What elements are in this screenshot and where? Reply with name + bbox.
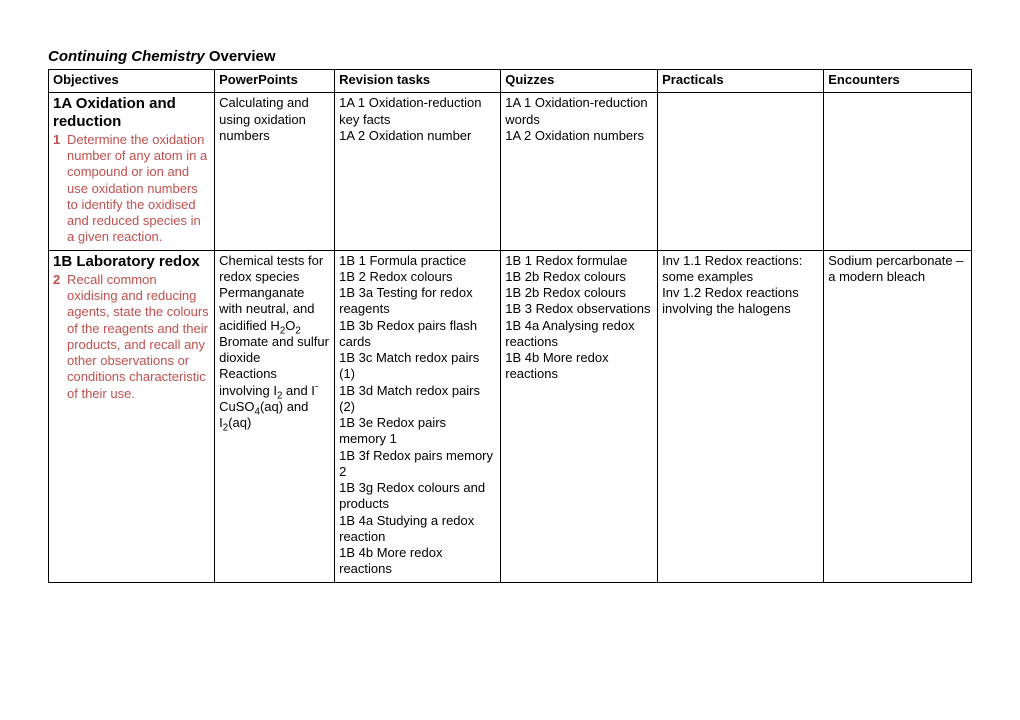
overview-table: ObjectivesPowerPointsRevision tasksQuizz… bbox=[48, 69, 972, 583]
objective-title: 1B Laboratory redox bbox=[53, 253, 210, 270]
list-item: 1B 3c Match redox pairs (1) bbox=[339, 350, 496, 383]
list-item: 1B 1 Redox formulae bbox=[505, 253, 653, 269]
list-item: 1B 3e Redox pairs memory 1 bbox=[339, 415, 496, 448]
list-item: 1B 4a Analysing redox reactions bbox=[505, 318, 653, 351]
list-item: 1A 1 Oxidation-reduction key facts bbox=[339, 95, 496, 128]
list-item: 1B 3 Redox observations bbox=[505, 301, 653, 317]
quizzes-cell: 1B 1 Redox formulae1B 2b Redox colours1B… bbox=[501, 250, 658, 582]
list-item: Inv 1.2 Redox reactions involving the ha… bbox=[662, 285, 819, 318]
header-quizzes: Quizzes bbox=[501, 70, 658, 93]
objectives-cell: 1A Oxidation and reduction 1Determine the… bbox=[49, 93, 215, 250]
header-row: ObjectivesPowerPointsRevision tasksQuizz… bbox=[49, 70, 972, 93]
list-item: Chemical tests for redox species bbox=[219, 253, 330, 286]
encounters-cell bbox=[824, 93, 972, 250]
practicals-cell bbox=[658, 93, 824, 250]
page-title: Continuing Chemistry Overview bbox=[48, 48, 972, 65]
objective-text: Recall common oxidising and reducing age… bbox=[67, 272, 210, 402]
list-item: 1B 4b More redox reactions bbox=[339, 545, 496, 578]
list-item: 1B 3a Testing for redox reagents bbox=[339, 285, 496, 318]
practicals-cell: Inv 1.1 Redox reactions: some examplesIn… bbox=[658, 250, 824, 582]
powerpoints-cell: Calculating and using oxidation numbers bbox=[215, 93, 335, 250]
list-item: Bromate and sulfur dioxide bbox=[219, 334, 330, 367]
objectives-cell: 1B Laboratory redox 2Recall common oxidis… bbox=[49, 250, 215, 582]
list-item: 1B 4a Studying a redox reaction bbox=[339, 513, 496, 546]
table-row: 1A Oxidation and reduction 1Determine the… bbox=[49, 93, 972, 250]
list-item: 1B 3f Redox pairs memory 2 bbox=[339, 448, 496, 481]
list-item: 1B 3b Redox pairs flash cards bbox=[339, 318, 496, 351]
revision-cell: 1B 1 Formula practice1B 2 Redox colours1… bbox=[335, 250, 501, 582]
list-item: 1B 3d Match redox pairs (2) bbox=[339, 383, 496, 416]
header-encounters: Encounters bbox=[824, 70, 972, 93]
list-item: 1B 2 Redox colours bbox=[339, 269, 496, 285]
list-item: 1B 4b More redox reactions bbox=[505, 350, 653, 383]
header-revision-tasks: Revision tasks bbox=[335, 70, 501, 93]
list-item: Inv 1.1 Redox reactions: some examples bbox=[662, 253, 819, 286]
list-item: 1B 1 Formula practice bbox=[339, 253, 496, 269]
list-item: 1A 2 Oxidation numbers bbox=[505, 128, 653, 144]
title-italic: Continuing Chemistry bbox=[48, 48, 205, 65]
quizzes-cell: 1A 1 Oxidation-reduction words1A 2 Oxida… bbox=[501, 93, 658, 250]
objective-number: 1 bbox=[53, 132, 67, 148]
powerpoints-cell: Chemical tests for redox speciesPermanga… bbox=[215, 250, 335, 582]
header-objectives: Objectives bbox=[49, 70, 215, 93]
list-item: Calculating and using oxidation numbers bbox=[219, 95, 330, 144]
objective-title: 1A Oxidation and reduction bbox=[53, 95, 210, 130]
title-rest: Overview bbox=[205, 48, 276, 65]
list-item: Sodium percarbonate – a modern bleach bbox=[828, 253, 967, 286]
list-item: 1B 3g Redox colours and products bbox=[339, 480, 496, 513]
encounters-cell: Sodium percarbonate – a modern bleach bbox=[824, 250, 972, 582]
header-practicals: Practicals bbox=[658, 70, 824, 93]
objective-number: 2 bbox=[53, 272, 67, 288]
list-item: 1A 1 Oxidation-reduction words bbox=[505, 95, 653, 128]
table-row: 1B Laboratory redox 2Recall common oxidis… bbox=[49, 250, 972, 582]
list-item: Permanganate with neutral, and acidified… bbox=[219, 285, 330, 334]
list-item: Reactions involving I2 and I- bbox=[219, 366, 330, 399]
list-item: CuSO4(aq) and I2(aq) bbox=[219, 399, 330, 432]
list-item: 1A 2 Oxidation number bbox=[339, 128, 496, 144]
list-item: 1B 2b Redox colours bbox=[505, 269, 653, 285]
revision-cell: 1A 1 Oxidation-reduction key facts1A 2 O… bbox=[335, 93, 501, 250]
objective-text: Determine the oxidation number of any at… bbox=[67, 132, 210, 246]
header-powerpoints: PowerPoints bbox=[215, 70, 335, 93]
list-item: 1B 2b Redox colours bbox=[505, 285, 653, 301]
